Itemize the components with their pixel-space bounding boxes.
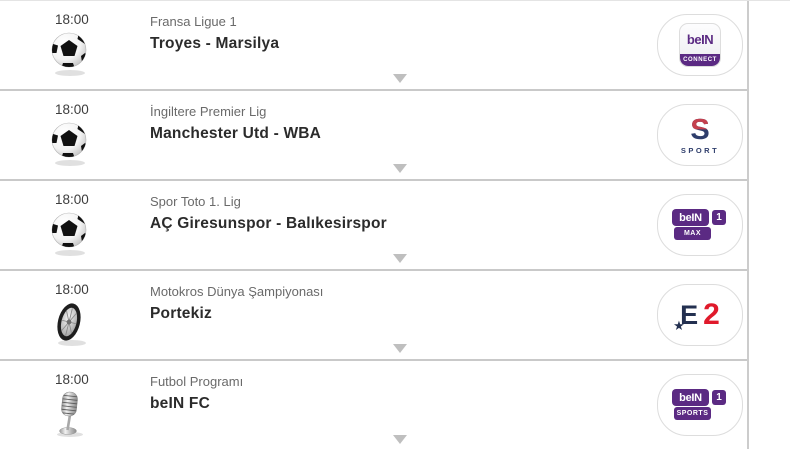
channel-logo[interactable]: beIN CONNECT [657, 14, 743, 76]
chevron-down-icon[interactable] [393, 254, 407, 263]
event-title: AÇ Giresunspor - Balıkesirspor [150, 215, 387, 232]
bein-wordmark: beIN [672, 209, 709, 226]
chevron-down-icon[interactable] [393, 74, 407, 83]
league-name: Futbol Programı [150, 374, 244, 389]
league-name: Motokros Dünya Şampiyonası [150, 284, 324, 299]
max-label: MAX [674, 227, 711, 240]
schedule-row[interactable]: 18:00 Motokros Dünya Şampiyonası Porteki… [0, 271, 747, 361]
star-icon: ★ [673, 318, 685, 333]
channel-logo[interactable]: S S SPORT [657, 104, 743, 166]
channel-logo[interactable]: E ★ 2 [657, 284, 743, 346]
event-time: 18:00 [55, 192, 89, 207]
eurosport-2-logo: E ★ 2 [673, 298, 720, 333]
s-letter: S S [690, 114, 710, 146]
soccer-ball-icon [48, 208, 92, 258]
league-name: Fransa Ligue 1 [150, 14, 237, 29]
soccer-ball-icon [48, 118, 92, 168]
league-name: Spor Toto 1. Lig [150, 194, 241, 209]
chevron-down-icon[interactable] [393, 435, 407, 444]
schedule-row[interactable]: 18:00 Futbol Programı beIN FC beIN 1 SPO… [0, 361, 747, 449]
event-title: Manchester Utd - WBA [150, 125, 322, 142]
schedule-row[interactable]: 18:00 Fransa Ligue 1 Troyes - Marsilya b… [0, 1, 747, 91]
connect-label: CONNECT [680, 54, 720, 66]
bein-connect-logo: beIN CONNECT [679, 23, 721, 67]
channel-logo[interactable]: beIN 1 SPORTS [657, 374, 743, 436]
channel-number: 2 [703, 298, 720, 331]
league-name: İngiltere Premier Lig [150, 104, 267, 119]
event-time: 18:00 [55, 12, 89, 27]
channel-number: 1 [712, 390, 726, 405]
e-letter: E [680, 300, 699, 330]
microphone-icon [48, 388, 92, 438]
channel-logo[interactable]: beIN 1 MAX [657, 194, 743, 256]
bein-max-1-logo: beIN 1 MAX [672, 209, 728, 241]
event-title: beIN FC [150, 395, 210, 412]
sport-label: SPORT [680, 146, 720, 155]
schedule-row[interactable]: 18:00 Spor Toto 1. Lig AÇ Giresunspor - … [0, 181, 747, 271]
sports-label: SPORTS [674, 407, 711, 420]
event-title: Troyes - Marsilya [150, 35, 280, 52]
event-time: 18:00 [55, 102, 89, 117]
bein-wordmark: beIN [672, 389, 709, 406]
bein-sports-1-logo: beIN 1 SPORTS [672, 389, 728, 421]
s-sport-logo: S S SPORT [681, 115, 719, 155]
event-time: 18:00 [55, 372, 89, 387]
vertical-divider [747, 1, 749, 449]
tire-icon [48, 298, 92, 348]
schedule-row[interactable]: 18:00 İngiltere Premier Lig Manchester U… [0, 91, 747, 181]
channel-number: 1 [712, 210, 726, 225]
chevron-down-icon[interactable] [393, 164, 407, 173]
event-title: Portekiz [150, 305, 212, 322]
chevron-down-icon[interactable] [393, 344, 407, 353]
event-time: 18:00 [55, 282, 89, 297]
soccer-ball-icon [48, 28, 92, 78]
bein-wordmark: beIN [686, 31, 714, 47]
schedule-list: 18:00 Fransa Ligue 1 Troyes - Marsilya b… [0, 1, 747, 449]
